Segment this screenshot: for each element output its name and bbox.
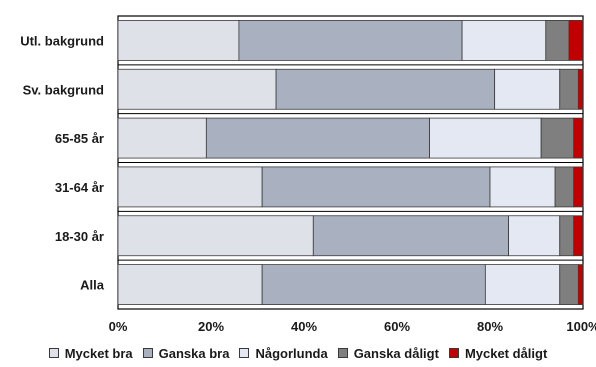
x-tick-label: 20%: [198, 319, 224, 334]
category-label: 18-30 år: [55, 229, 104, 244]
bar-segment: [495, 69, 560, 109]
bar-segment: [118, 216, 313, 256]
bar-segment: [239, 20, 462, 60]
bar-segment: [541, 118, 574, 158]
category-label: Utl. bakgrund: [20, 33, 104, 48]
stacked-bar-chart: Utl. bakgrund Sv. bakgrund 65-85 år 31-64 å…: [0, 0, 596, 340]
x-tick-label: 80%: [477, 319, 503, 334]
bar-segment: [118, 118, 206, 158]
legend-swatch: [143, 348, 153, 358]
bar-segment: [206, 118, 429, 158]
legend-swatch: [449, 348, 459, 358]
legend: Mycket bra Ganska bra Någorlunda Ganska dål…: [0, 343, 596, 363]
bar-segment: [118, 265, 262, 305]
bar-segment: [555, 167, 574, 207]
legend-item: Någorlunda: [239, 346, 327, 361]
bar-segment: [262, 167, 490, 207]
x-tick-label: 0%: [109, 319, 128, 334]
bar-segment: [118, 69, 276, 109]
legend-item: Ganska bra: [143, 346, 230, 361]
x-tick-label: 100%: [566, 319, 596, 334]
legend-swatch: [239, 348, 249, 358]
bar-segment: [462, 20, 546, 60]
bar-segment: [276, 69, 495, 109]
category-label: Alla: [80, 278, 105, 293]
legend-swatch: [49, 348, 59, 358]
category-label: 31-64 år: [55, 180, 104, 195]
legend-label: Ganska dåligt: [354, 346, 439, 361]
bar-segment: [262, 265, 485, 305]
bar-segment: [560, 265, 579, 305]
legend-label: Mycket bra: [65, 346, 133, 361]
legend-swatch: [338, 348, 348, 358]
legend-item: Ganska dåligt: [338, 346, 439, 361]
bar-segment: [578, 69, 583, 109]
category-label: 65-85 år: [55, 131, 104, 146]
bar-segment: [574, 118, 583, 158]
bar-segment: [118, 20, 239, 60]
bar-segment: [485, 265, 559, 305]
bar-segment: [578, 265, 583, 305]
bar-segment: [574, 216, 583, 256]
bar-segment: [574, 167, 583, 207]
legend-label: Någorlunda: [255, 346, 327, 361]
legend-item: Mycket bra: [49, 346, 133, 361]
category-label: Sv. bakgrund: [23, 82, 104, 97]
legend-item: Mycket dåligt: [449, 346, 547, 361]
bar-segment: [560, 216, 574, 256]
x-tick-label: 40%: [291, 319, 317, 334]
bar-segment: [490, 167, 555, 207]
bar-segment: [546, 20, 569, 60]
bar-segment: [430, 118, 542, 158]
bar-segment: [118, 167, 262, 207]
x-tick-label: 60%: [384, 319, 410, 334]
legend-label: Ganska bra: [159, 346, 230, 361]
legend-label: Mycket dåligt: [465, 346, 547, 361]
bar-segment: [569, 20, 583, 60]
bar-segment: [509, 216, 560, 256]
bar-segment: [313, 216, 508, 256]
bar-segment: [560, 69, 579, 109]
